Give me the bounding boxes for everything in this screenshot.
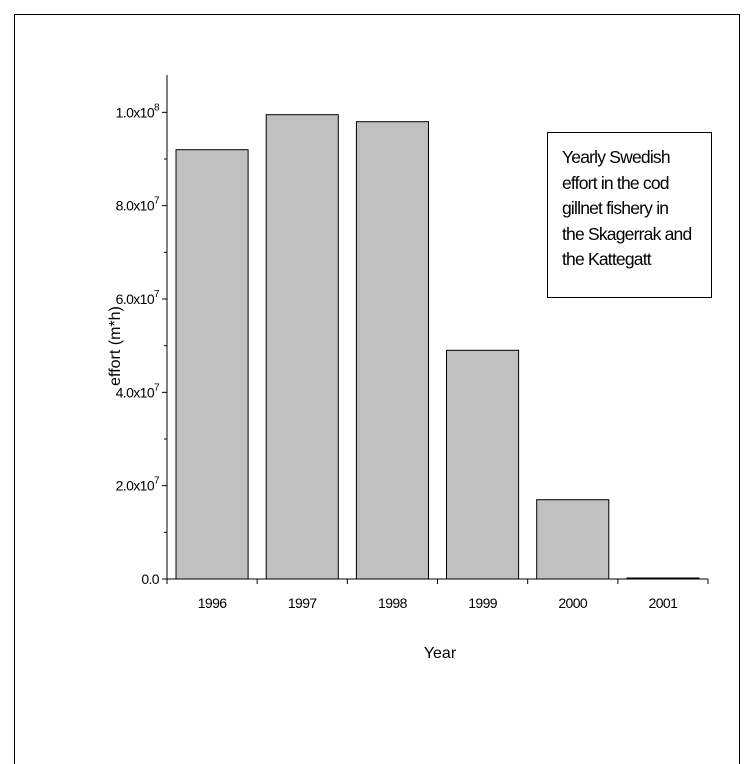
y-tick-label: 8.0x107	[116, 196, 160, 214]
bar-1997	[265, 114, 339, 580]
y-tick-label: 2.0x107	[116, 476, 160, 494]
y-tick-label: 4.0x107	[116, 382, 160, 400]
x-tick-label: 1998	[378, 595, 408, 611]
figure-frame	[14, 14, 740, 764]
bar-1996	[175, 149, 249, 580]
bar-1998	[355, 121, 429, 580]
x-tick-label: 1999	[468, 595, 498, 611]
annotation-box: Yearly Swedish effort in the cod gillnet…	[547, 132, 712, 298]
x-axis-title: Year	[424, 645, 457, 662]
x-tick-label: 1996	[198, 595, 228, 611]
x-tick-label: 2001	[649, 595, 679, 611]
x-tick-label: 1997	[288, 595, 318, 611]
y-tick-label: 6.0x107	[116, 289, 160, 307]
axes-group: 0.0 2.0x107 4.0x107 6.0x107 8.0x107 1.0x108 19…	[116, 75, 709, 611]
x-tick-label: 2000	[558, 595, 588, 611]
bar-2000	[536, 499, 610, 580]
y-tick-label: 0.0	[141, 571, 159, 587]
bar-1999	[446, 349, 520, 580]
y-tick-label: 1.0x108	[116, 102, 160, 120]
annotation-text: Yearly Swedish effort in the cod gillnet…	[562, 147, 692, 269]
y-axis-title: effort (m*h)	[107, 306, 124, 386]
